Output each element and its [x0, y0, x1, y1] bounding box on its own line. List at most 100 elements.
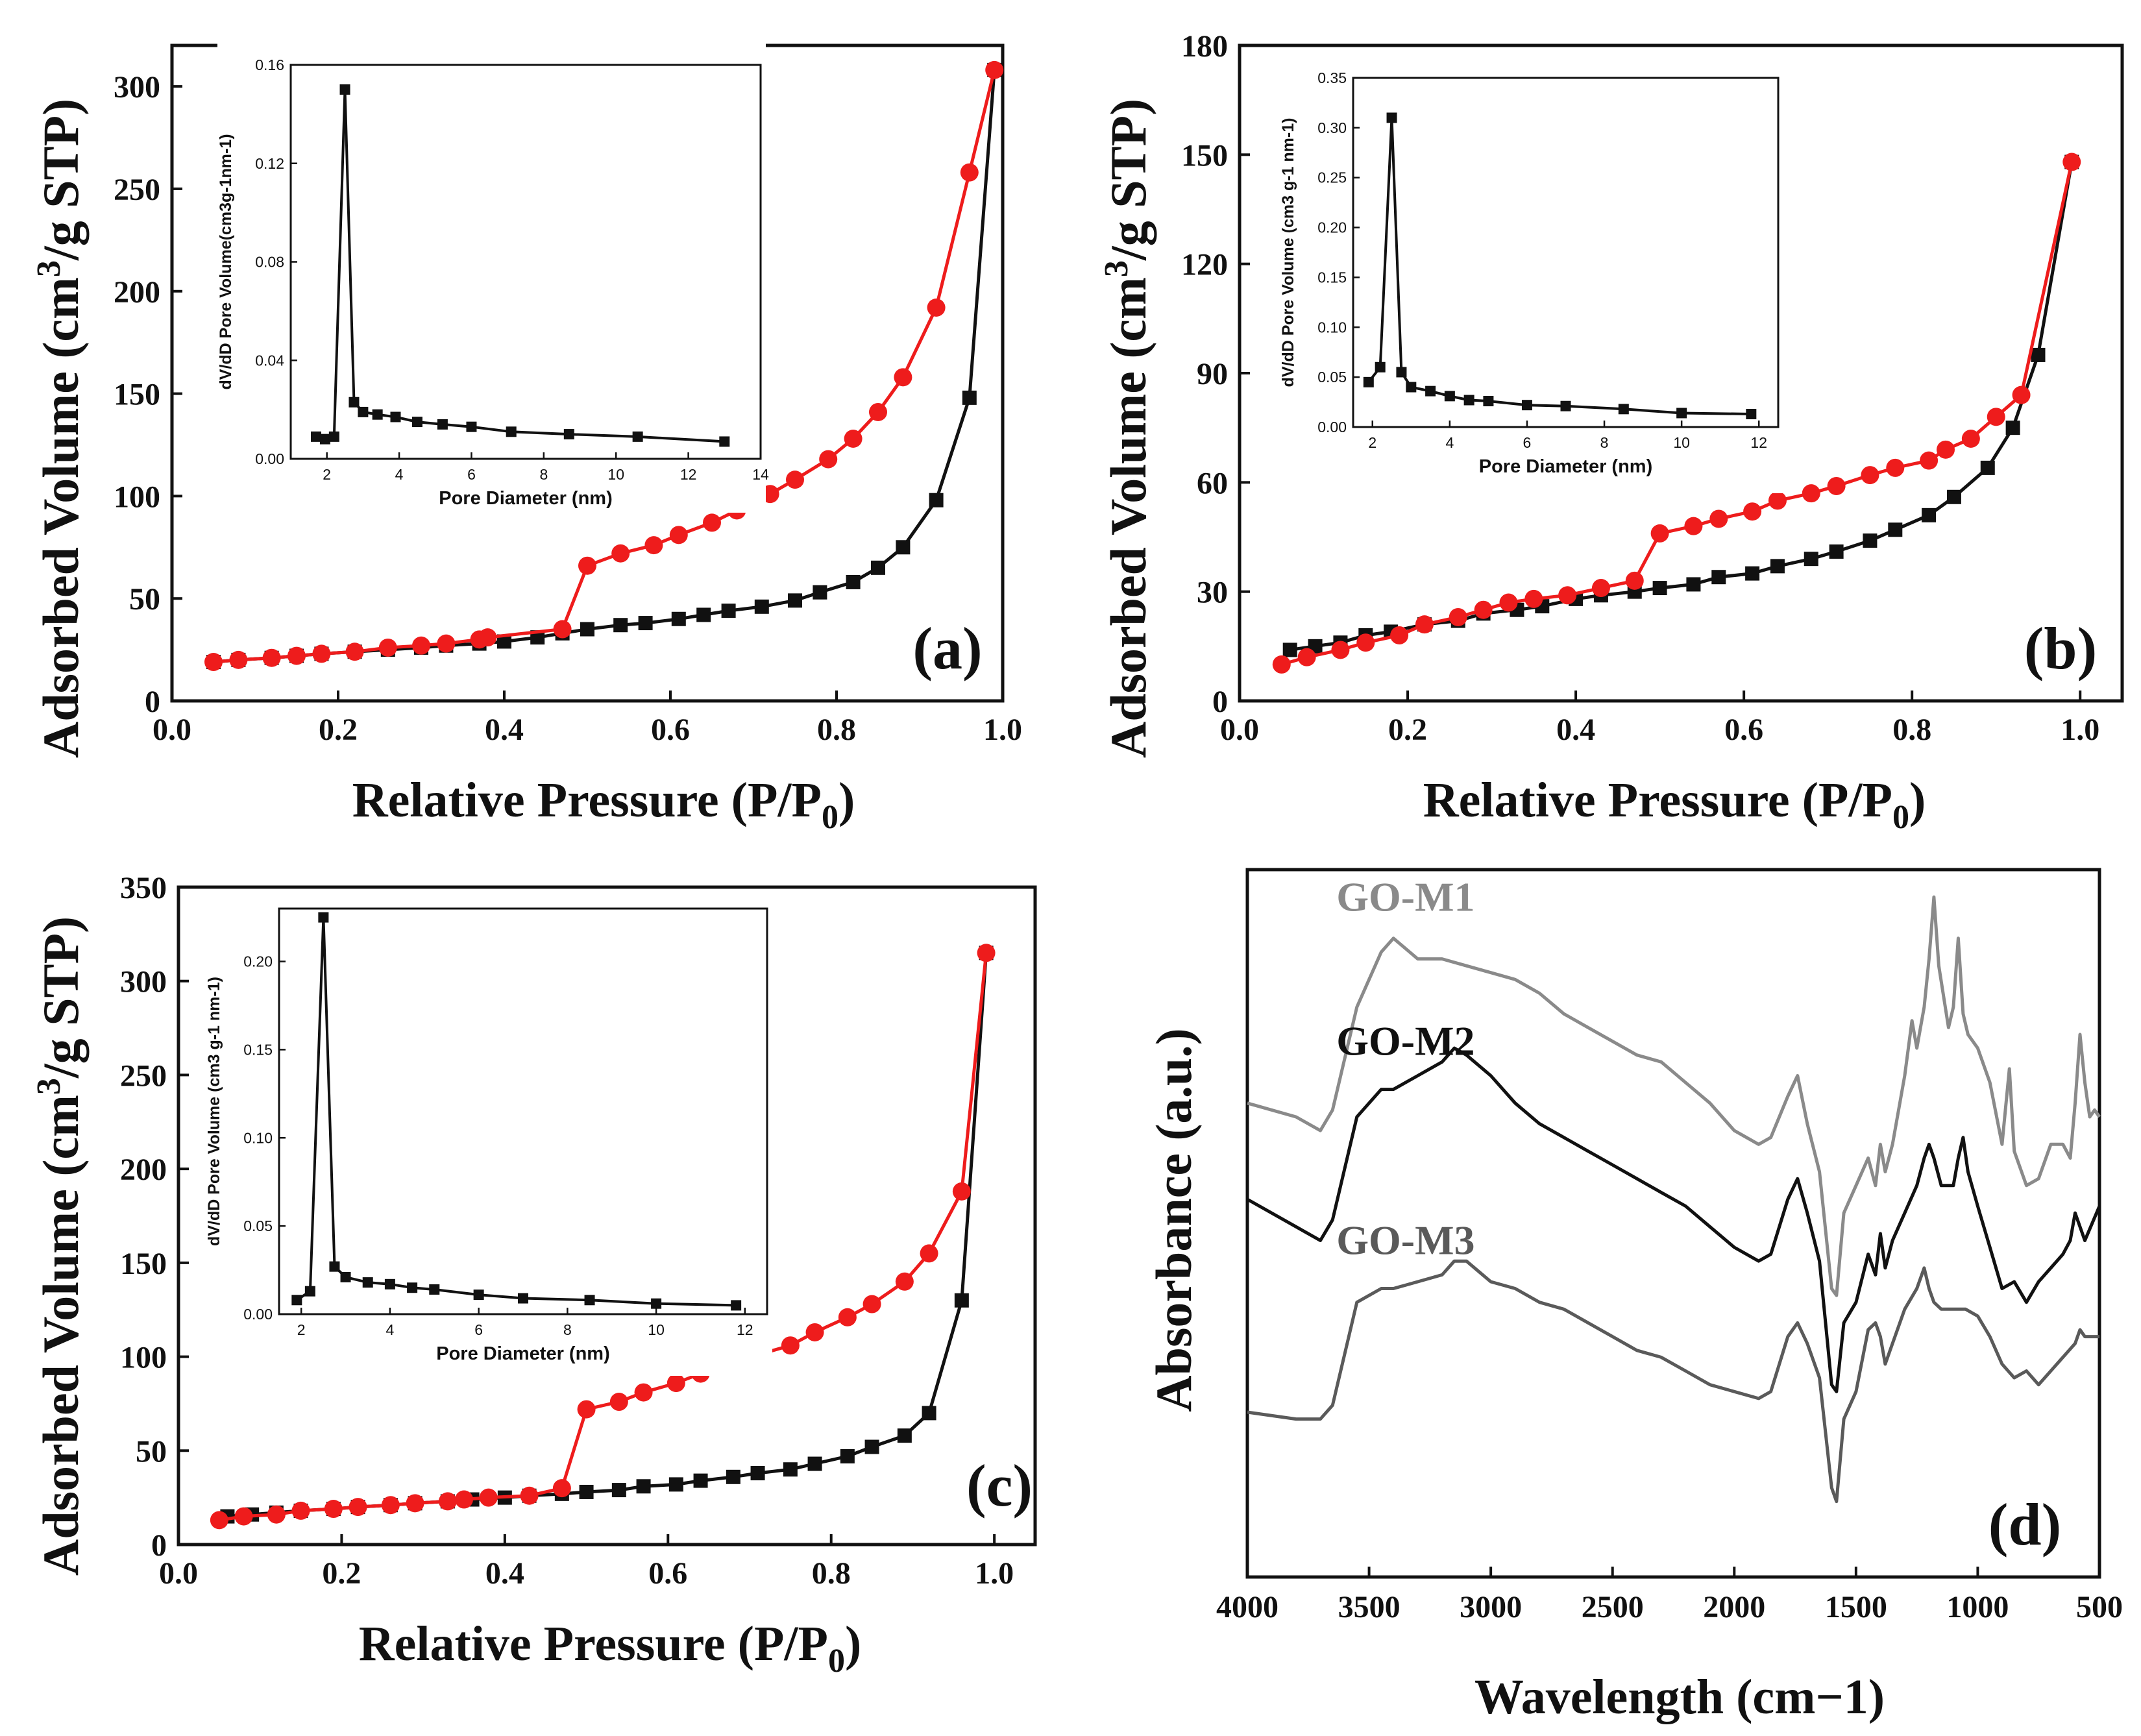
desorption-point: [977, 944, 996, 962]
x-tick-label: 1.0: [2061, 713, 2099, 747]
desorption-point: [262, 648, 281, 667]
ftir-go-m3-label: GO-M3: [1336, 1217, 1474, 1264]
adsorption-point: [696, 607, 711, 622]
desorption-point: [609, 1393, 628, 1412]
desorption-point: [1650, 524, 1669, 543]
adsorption-point: [611, 1483, 626, 1498]
desorption-point: [1827, 476, 1846, 495]
x-tick-label: 0.0: [1220, 713, 1259, 747]
desorption-point: [577, 1400, 596, 1419]
desorption-point: [781, 1336, 800, 1355]
inset-x-tick-label: 12: [680, 466, 697, 483]
inset-chart: 2 4 6 8 10 12 0.00 0.05 0.10 0.15 0.20 0.25 0.30 0.35…: [1272, 65, 1785, 493]
desorption-point: [1331, 641, 1350, 659]
plot-frame: [1245, 868, 2101, 1579]
inset-psd-point: [437, 419, 448, 430]
y-tick-label: 300: [114, 70, 160, 104]
x-tick-label: 0.0: [159, 1556, 198, 1591]
inset-psd-point: [1444, 391, 1455, 402]
desorption-point: [312, 644, 331, 663]
x-axis-title-subscript: 0: [828, 1643, 845, 1680]
inset-x-tick-label: 10: [1673, 434, 1690, 451]
desorption-point: [838, 1308, 857, 1326]
desorption-point: [552, 1479, 571, 1498]
y-tick-label: 50: [129, 582, 160, 617]
desorption-point: [1297, 648, 1316, 666]
desorption-point: [927, 299, 946, 317]
inset-x-tick-label: 2: [323, 466, 331, 483]
x-tick-label: 0.6: [651, 713, 690, 747]
desorption-point: [349, 1498, 367, 1517]
desorption-point: [1415, 615, 1434, 634]
y-tick-label: 100: [114, 480, 160, 514]
ftir-go-m2-line: [1246, 1046, 2101, 1393]
desorption-point: [1356, 633, 1375, 652]
y-tick-label: 250: [120, 1058, 167, 1093]
desorption-point: [952, 1182, 971, 1201]
inset-psd-point: [304, 1286, 315, 1297]
x-axis-title-close: ): [845, 1617, 861, 1671]
inset-x-tick-label: 12: [737, 1321, 753, 1338]
x-tick-label: 0.6: [648, 1556, 687, 1591]
inset-psd-point: [1425, 385, 1436, 397]
y-tick-label: 60: [1197, 466, 1228, 500]
adsorption-point: [726, 1469, 740, 1484]
inset-y-tick-label: 0.15: [1317, 269, 1347, 286]
desorption-point: [267, 1505, 286, 1524]
x-tick-label: 0.8: [817, 713, 856, 747]
inset-x-tick-label: 2: [297, 1321, 306, 1338]
inset-x-tick-label: 6: [467, 466, 476, 483]
y-tick-label: 250: [114, 173, 160, 207]
adsorption-point: [636, 1479, 651, 1494]
desorption-point: [1390, 626, 1409, 644]
desorption-point: [805, 1323, 824, 1341]
desorption-point: [1861, 466, 1879, 485]
desorption-point: [819, 450, 838, 469]
desorption-point: [291, 1501, 310, 1520]
inset-psd-line: [296, 916, 737, 1307]
panel-c: 0.0 0.2 0.4 0.6 0.8 1.0050100150200250300350R…: [31, 871, 1037, 1680]
inset-psd-point: [372, 409, 383, 420]
y-axis-title-superscript: 3: [1098, 260, 1135, 277]
panel-a: 0.0 0.2 0.4 0.6 0.8 1.0050100150200250300Rela…: [31, 39, 1022, 836]
y-axis-title-rest: /g STP): [32, 916, 89, 1079]
adsorption-point: [846, 574, 861, 589]
desorption-point: [406, 1494, 424, 1513]
inset-y-axis-title: dV/dD Pore Volume (cm3 g-1 nm-1): [205, 977, 223, 1246]
y-tick-label: 200: [114, 275, 160, 310]
adsorption-point: [1980, 460, 1995, 475]
inset-y-tick-label: 0.12: [255, 155, 284, 172]
x-tick-label: 2000: [1703, 1590, 1765, 1624]
inset-y-axis-title: dV/dD Pore Volume(cm3g-1nm-1): [217, 134, 235, 389]
inset-psd-point: [466, 421, 477, 432]
y-tick-label: 50: [136, 1434, 167, 1469]
inset-y-tick-label: 0.04: [255, 352, 284, 369]
inset-psd-point: [291, 1295, 302, 1306]
adsorption-point: [580, 622, 594, 637]
adsorption-point: [750, 1466, 765, 1481]
x-tick-label: 0.2: [1388, 713, 1427, 747]
desorption-point: [1709, 509, 1728, 528]
inset-y-tick-label: 0.08: [255, 254, 284, 271]
desorption-point: [1684, 517, 1703, 535]
inset-chart: 2 4 6 8 10 12 0.00 0.05 0.10 0.15 0.20 Pore Diamete…: [201, 902, 772, 1376]
adsorption-point: [693, 1473, 708, 1488]
y-axis-title-rest: /g STP): [32, 99, 89, 261]
inset-y-tick-label: 0.25: [1317, 169, 1347, 186]
inset-frame: [1352, 77, 1780, 428]
inset-psd-point: [1396, 367, 1407, 378]
desorption-point: [234, 1507, 253, 1526]
adsorption-point: [840, 1449, 855, 1463]
adsorption-point: [1770, 559, 1785, 574]
x-tick-label: 0.4: [485, 713, 524, 747]
desorption-point: [1937, 440, 1955, 459]
adsorption-point: [813, 585, 827, 600]
inset-psd-point: [411, 417, 422, 428]
y-tick-label: 30: [1197, 576, 1228, 610]
inset-psd-point: [1463, 395, 1474, 406]
adsorption-point: [864, 1439, 879, 1454]
panel-d: 4000 3500 3000 2500 2000 1500 1000 500 Wavelengt…: [1145, 868, 2123, 1724]
y-tick-label: 350: [120, 871, 167, 905]
adsorption-point: [1652, 581, 1667, 596]
x-axis-title: Wavelength (cm−1): [1474, 1670, 1885, 1724]
